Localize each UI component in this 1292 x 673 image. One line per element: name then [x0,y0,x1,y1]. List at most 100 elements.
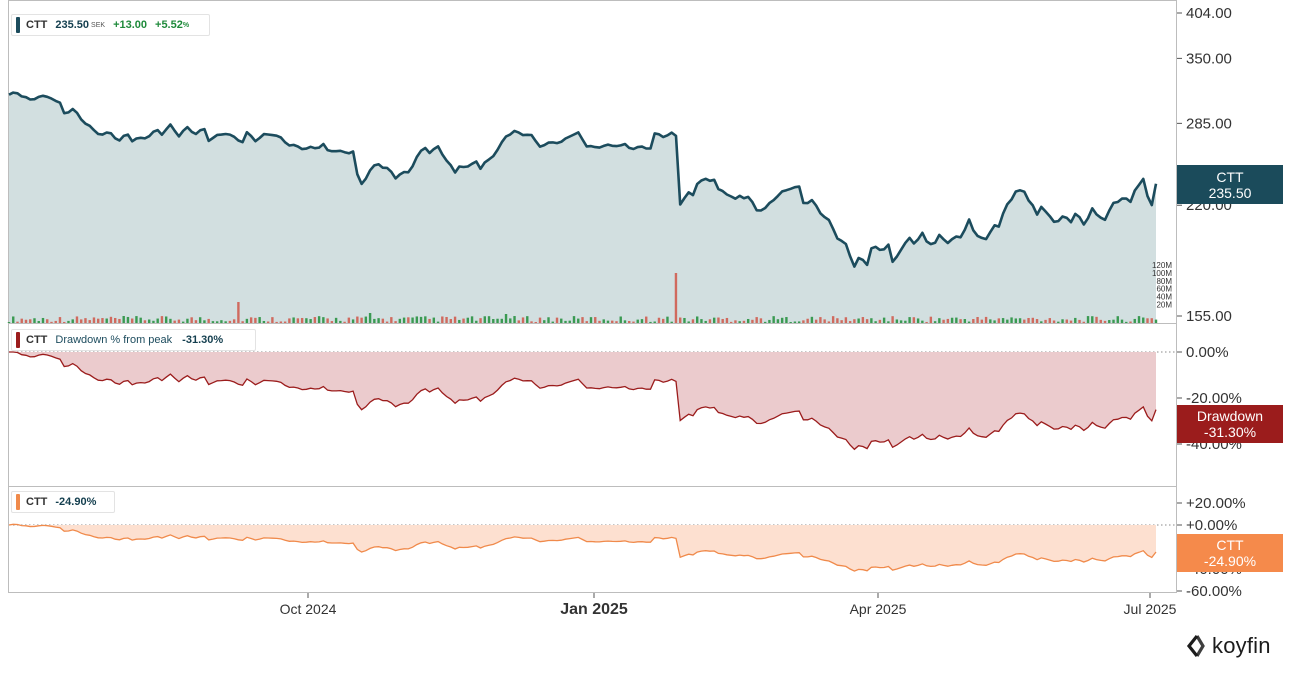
volume-bar [135,316,138,323]
volume-bar [1116,316,1119,323]
volume-bar [538,317,542,323]
volume-bar [551,321,554,323]
volume-bar [88,320,91,323]
volume-bar [700,319,703,323]
brand-name: koyfin [1212,633,1271,658]
volume-bar [768,319,771,323]
volume-bar [1057,321,1060,323]
volume-bar [466,317,469,323]
volume-bar [449,319,453,323]
drawdown-legend-swatch [16,332,20,348]
volume-bar [577,318,580,323]
volume-bar [1146,318,1149,323]
volume-bar [509,318,512,323]
drawdown-legend[interactable]: CTT Drawdown % from peak -31.30% [11,329,256,351]
return-legend-value: -24.90% [55,496,97,508]
volume-bar [670,321,673,323]
volume-bar [470,316,474,323]
volume-bar [54,320,57,323]
volume-bar [385,321,389,323]
volume-bar [712,317,716,323]
return-area-fill [9,524,1156,572]
volume-bar [305,318,308,323]
return-tag-ticker: CTT [1216,537,1244,553]
price-legend[interactable]: CTT 235.50 SEK +13.00 +5.52 % [11,14,210,36]
volume-bar [1061,319,1064,323]
volume-bar [407,317,410,323]
volume-bar [717,317,720,323]
volume-bar [504,314,508,323]
volume-bar [972,319,975,323]
volume-bar [16,321,19,323]
volume-bar [254,317,257,323]
axis-tick-label: -20.00% [1186,390,1242,407]
volume-bar [891,316,894,323]
volume-bar [368,313,372,323]
volume-bar [691,319,695,323]
volume-bar [114,317,117,323]
axis-tick-label: +20.00% [1186,495,1246,512]
drawdown-last-tag: Drawdown -31.30% [1177,405,1283,443]
volume-bar [411,317,414,323]
price-legend-price: 235.50 [55,19,90,31]
volume-bar [742,320,746,323]
return-legend-swatch [16,494,20,510]
volume-bar [186,318,189,323]
volume-bar [1099,319,1102,323]
volume-bar [63,321,66,323]
volume-bar [946,318,950,323]
volume-bar [861,317,865,323]
drawdown-line [9,351,1157,451]
volume-bar [334,317,338,323]
drawdown-axis: 0.00%-20.00%-40.00% [1177,344,1242,453]
volume-bar [322,317,325,323]
volume-tick-label: 60M [1156,285,1172,294]
volume-bar [339,320,342,323]
volume-bar [1010,317,1013,323]
volume-bar [810,316,814,323]
return-series [8,523,1176,572]
volume-bar [594,317,597,323]
volume-bar [266,321,270,323]
volume-bar [41,317,45,323]
volume-bar [156,318,159,323]
volume-bar [619,316,622,323]
volume-bar [738,321,741,323]
axis-tick-label: 404.00 [1186,5,1232,22]
volume-bar [177,319,181,323]
volume-bar [1086,316,1090,323]
volume-bar [46,319,49,323]
volume-bar [823,319,826,323]
axis-tick-label: 350.00 [1186,50,1232,67]
volume-bar [602,319,605,323]
price-last-tag: CTT 235.50 [1177,165,1283,204]
volume-bar [534,321,537,323]
volume-bar [356,316,359,323]
volume-bar [441,316,444,323]
volume-bar [725,317,729,323]
volume-bar [513,316,516,323]
volume-bar [232,319,236,323]
price-tag-value: 235.50 [1208,184,1252,201]
volume-bar [840,320,843,323]
volume-bar [237,302,240,323]
return-legend[interactable]: CTT -24.90% [11,491,115,513]
volume-bar [865,319,869,323]
volume-bars [7,273,1158,323]
volume-bar [598,320,601,323]
volume-bar [887,321,890,323]
price-tag-ticker: CTT [1216,168,1244,185]
volume-bar [904,320,907,323]
volume-bar [1120,319,1124,323]
volume-bar [194,320,198,323]
volume-bar [300,317,304,323]
volume-bar [1023,319,1026,323]
volume-bar [360,317,363,323]
volume-bar [24,319,28,323]
volume-bar [721,318,724,323]
volume-bar [394,321,397,323]
volume-bar [938,318,941,323]
volume-bar [967,321,971,323]
volume-bar [755,317,758,323]
volume-tick-label: 20M [1156,301,1172,310]
